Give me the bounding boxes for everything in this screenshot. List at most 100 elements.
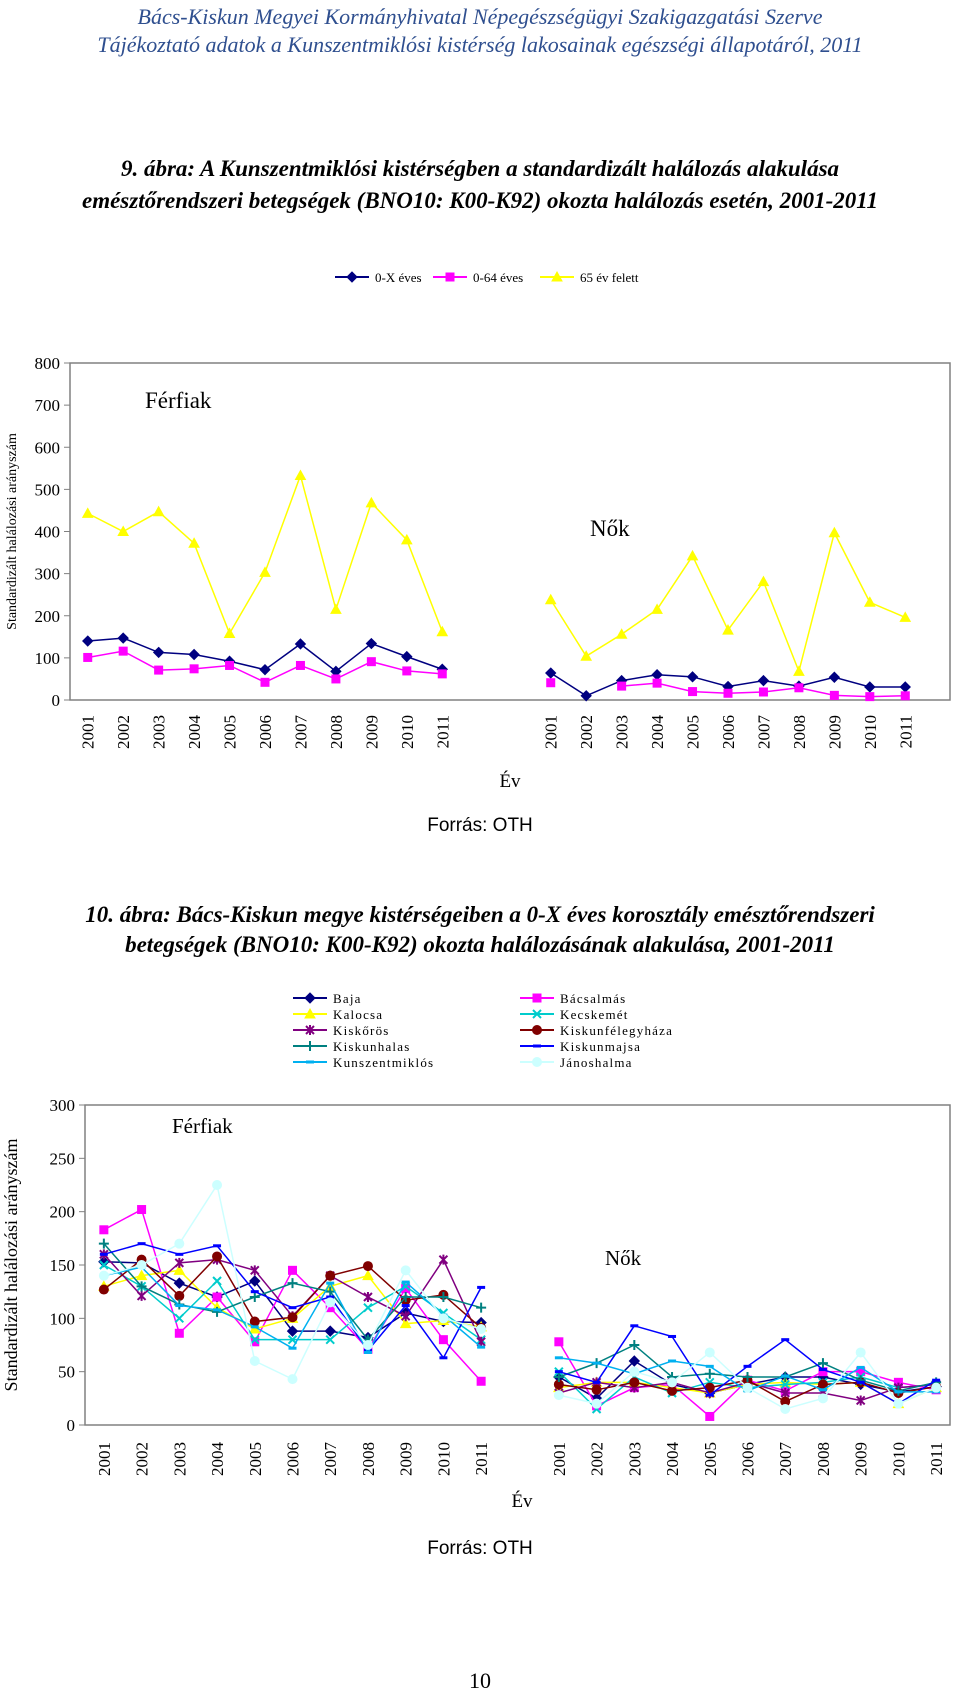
data-point bbox=[117, 525, 130, 536]
data-point bbox=[793, 665, 805, 676]
data-point bbox=[893, 1398, 904, 1409]
x-tick-label: 2008 bbox=[814, 1442, 833, 1476]
x-tick-label: 2008 bbox=[359, 1442, 378, 1476]
data-point bbox=[98, 1270, 109, 1281]
x-axis-label: Év bbox=[499, 770, 521, 792]
data-point bbox=[899, 611, 912, 622]
data-point bbox=[476, 1376, 486, 1386]
x-axis-label: Év bbox=[511, 1490, 533, 1512]
legend-entry: Kiskunfélegyháza bbox=[560, 1023, 673, 1038]
legend-marker bbox=[532, 993, 542, 1003]
data-point bbox=[325, 1334, 335, 1345]
data-point bbox=[82, 635, 94, 647]
data-point bbox=[629, 1377, 640, 1388]
data-point bbox=[545, 667, 557, 679]
data-point bbox=[259, 566, 271, 577]
x-tick-label: 2005 bbox=[221, 715, 240, 749]
x-tick-label: 2006 bbox=[256, 715, 275, 749]
x-tick-label: 2003 bbox=[625, 1442, 644, 1476]
data-point bbox=[136, 1281, 147, 1292]
x-tick-label: 2001 bbox=[542, 715, 561, 749]
x-tick-label: 2011 bbox=[927, 1442, 946, 1475]
y-tick-label: 0 bbox=[67, 1416, 76, 1435]
data-point bbox=[365, 496, 378, 508]
data-point bbox=[212, 1251, 223, 1262]
y-tick-label: 50 bbox=[58, 1363, 75, 1382]
y-tick-label: 800 bbox=[35, 354, 61, 373]
data-point bbox=[174, 1238, 185, 1249]
data-point bbox=[723, 688, 733, 698]
data-point bbox=[554, 1337, 564, 1347]
x-tick-label: 2007 bbox=[776, 1442, 795, 1477]
x-tick-label: 2006 bbox=[739, 1442, 758, 1476]
data-point bbox=[259, 663, 271, 676]
x-tick-label: 2010 bbox=[889, 1442, 908, 1476]
data-point bbox=[98, 1256, 110, 1268]
data-point bbox=[287, 1278, 298, 1289]
data-point bbox=[173, 1264, 186, 1275]
legend-entry: Baja bbox=[333, 991, 362, 1006]
series-group bbox=[544, 526, 912, 702]
x-tick-label: 2008 bbox=[327, 715, 346, 749]
data-point bbox=[188, 648, 200, 661]
data-point bbox=[688, 687, 698, 697]
x-tick-label: 2001 bbox=[550, 1442, 569, 1476]
y-tick-label: 600 bbox=[35, 438, 61, 457]
data-point bbox=[436, 625, 449, 637]
x-tick-label: 2010 bbox=[398, 715, 417, 749]
x-tick-label: 2004 bbox=[648, 715, 667, 750]
data-point bbox=[629, 1340, 640, 1350]
data-point bbox=[865, 692, 875, 702]
x-tick-label: 2003 bbox=[170, 1442, 189, 1476]
x-tick-label: 2009 bbox=[397, 1442, 416, 1476]
y-tick-label: 0 bbox=[52, 691, 61, 710]
legend-entry: Kalocsa bbox=[333, 1007, 383, 1022]
data-point bbox=[400, 533, 413, 545]
data-point bbox=[287, 1312, 298, 1323]
data-point bbox=[152, 505, 165, 517]
y-tick-label: 100 bbox=[50, 1309, 76, 1328]
data-point bbox=[325, 1297, 336, 1308]
x-tick-label: 2002 bbox=[577, 715, 596, 749]
panel-label-nok: Nők bbox=[590, 516, 630, 541]
data-point bbox=[325, 1270, 336, 1281]
data-point bbox=[362, 1340, 373, 1350]
legend-entry: 65 év felett bbox=[580, 270, 639, 285]
figure9-caption-line-2: emésztőrendszeri betegségek (BNO10: K00-… bbox=[81, 188, 878, 213]
legend-entry: Kiskunhalas bbox=[333, 1039, 410, 1054]
data-point bbox=[173, 1277, 186, 1289]
y-axis-label: Standardizált halálozási arányszám bbox=[5, 433, 20, 630]
series-group bbox=[553, 1324, 942, 1421]
data-point bbox=[617, 681, 627, 691]
y-tick-label: 300 bbox=[50, 1096, 76, 1115]
data-point bbox=[704, 1347, 715, 1358]
data-point bbox=[863, 596, 876, 607]
legend-entry: Bácsalmás bbox=[560, 991, 626, 1006]
series-group bbox=[98, 1180, 487, 1386]
x-tick-label: 2009 bbox=[825, 715, 844, 749]
data-point bbox=[188, 537, 200, 548]
data-point bbox=[705, 1411, 715, 1421]
data-point bbox=[553, 1372, 564, 1382]
plot-area bbox=[69, 362, 951, 701]
legend-marker bbox=[346, 271, 358, 283]
data-point bbox=[438, 1335, 448, 1345]
x-tick-label: 2011 bbox=[472, 1442, 491, 1475]
data-point bbox=[628, 1355, 641, 1367]
data-point bbox=[294, 469, 307, 480]
data-point bbox=[780, 1379, 790, 1390]
data-point bbox=[363, 1302, 373, 1313]
data-point bbox=[828, 671, 841, 683]
data-point bbox=[325, 1286, 336, 1297]
data-point bbox=[365, 637, 378, 650]
data-point bbox=[249, 1292, 260, 1302]
data-point bbox=[438, 1292, 449, 1302]
x-tick-label: 2002 bbox=[588, 1442, 607, 1476]
figure9-chart: 0 100 200 300 400 500 600 700 800 Standardizált h… bbox=[5, 270, 951, 792]
y-tick-label: 700 bbox=[35, 396, 61, 415]
data-point bbox=[212, 1292, 222, 1302]
data-point bbox=[591, 1384, 602, 1395]
data-point bbox=[400, 1292, 411, 1302]
x-tick-label: 2009 bbox=[852, 1442, 871, 1476]
x-tick-label: 2002 bbox=[114, 715, 133, 749]
